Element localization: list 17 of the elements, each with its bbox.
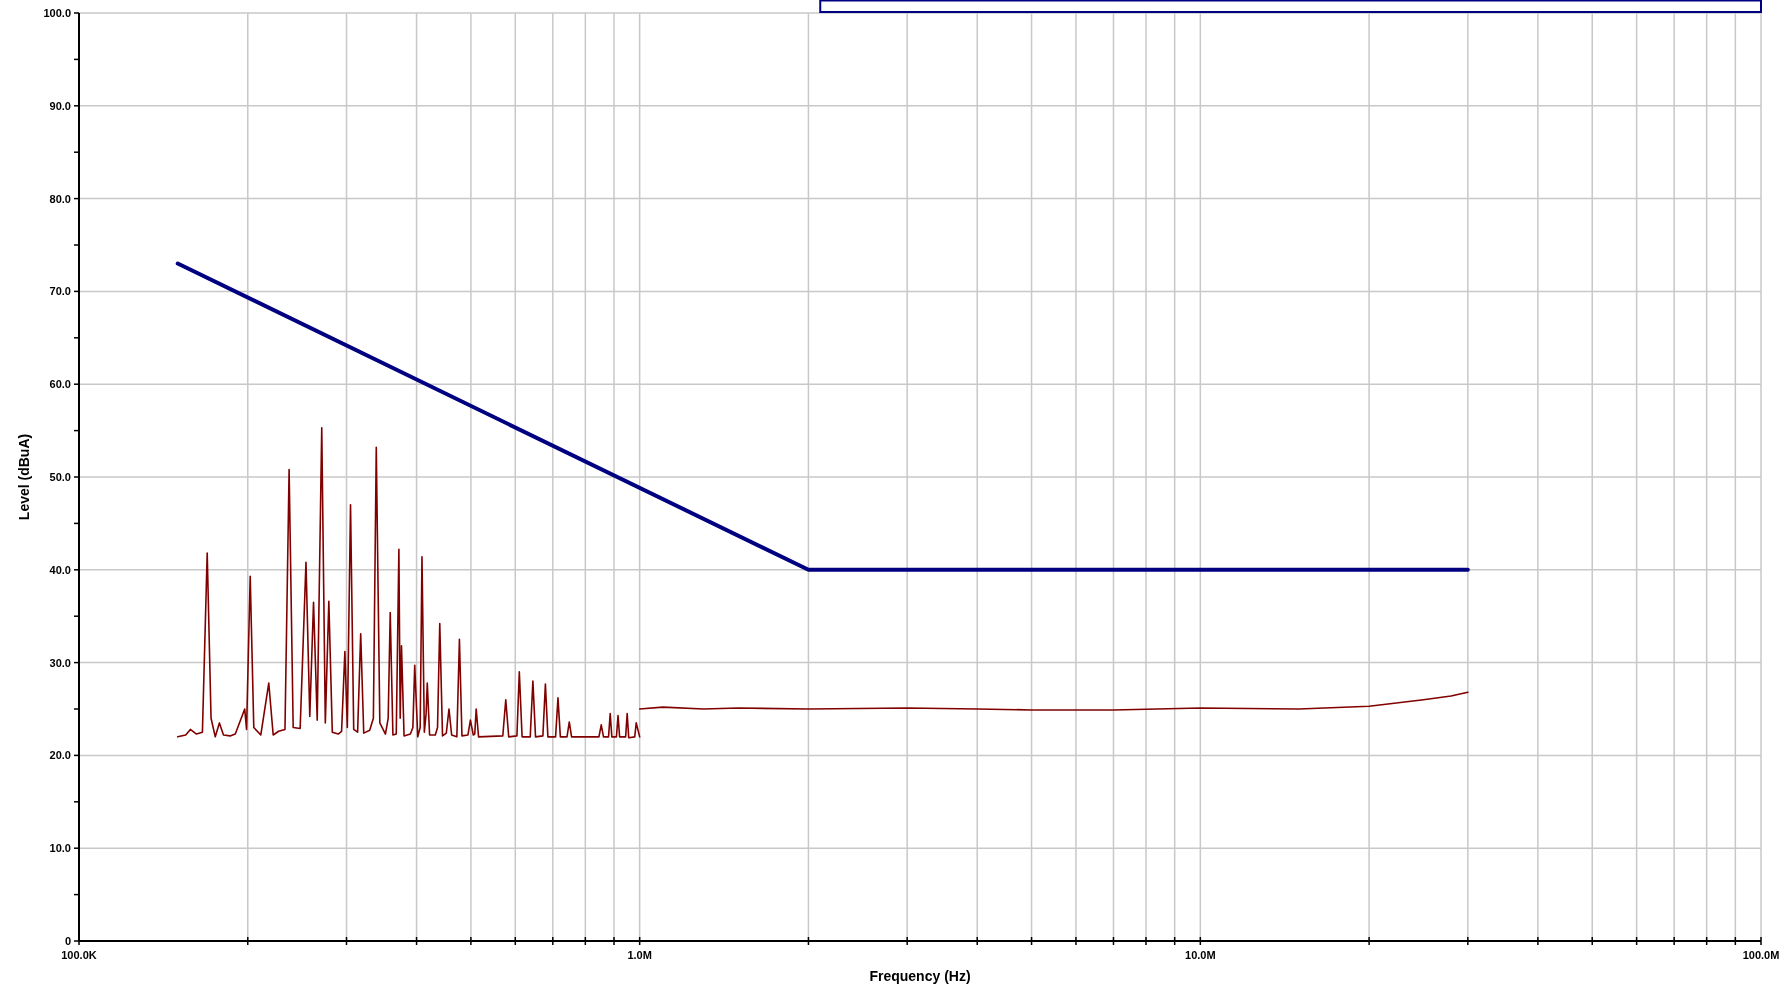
x-tick-label: 10.0M (1185, 949, 1216, 961)
x-tick-label: 100.0M (1742, 949, 1780, 961)
y-tick-label: 100.0 (43, 7, 71, 19)
y-axis-title: Level (dBuA) (16, 433, 32, 521)
x-axis-title: Frequency (Hz) (869, 968, 971, 984)
y-tick-label: 20.0 (49, 749, 71, 762)
y-tick-label: 10.0 (49, 842, 71, 855)
y-tick-label: 90.0 (49, 99, 71, 112)
x-tick-label: 100.0K (61, 949, 97, 961)
y-tick-label: 50.0 (49, 471, 71, 483)
y-tick-label: 40.0 (49, 563, 71, 576)
y-tick-label: 70.0 (49, 285, 71, 298)
y-tick-label: 80.0 (49, 192, 71, 205)
y-tick-label: 60.0 (49, 378, 71, 391)
y-tick-label: 30.0 (49, 656, 71, 669)
x-tick-label: 1.0M (627, 949, 652, 961)
y-tick-label: 0 (64, 935, 71, 947)
